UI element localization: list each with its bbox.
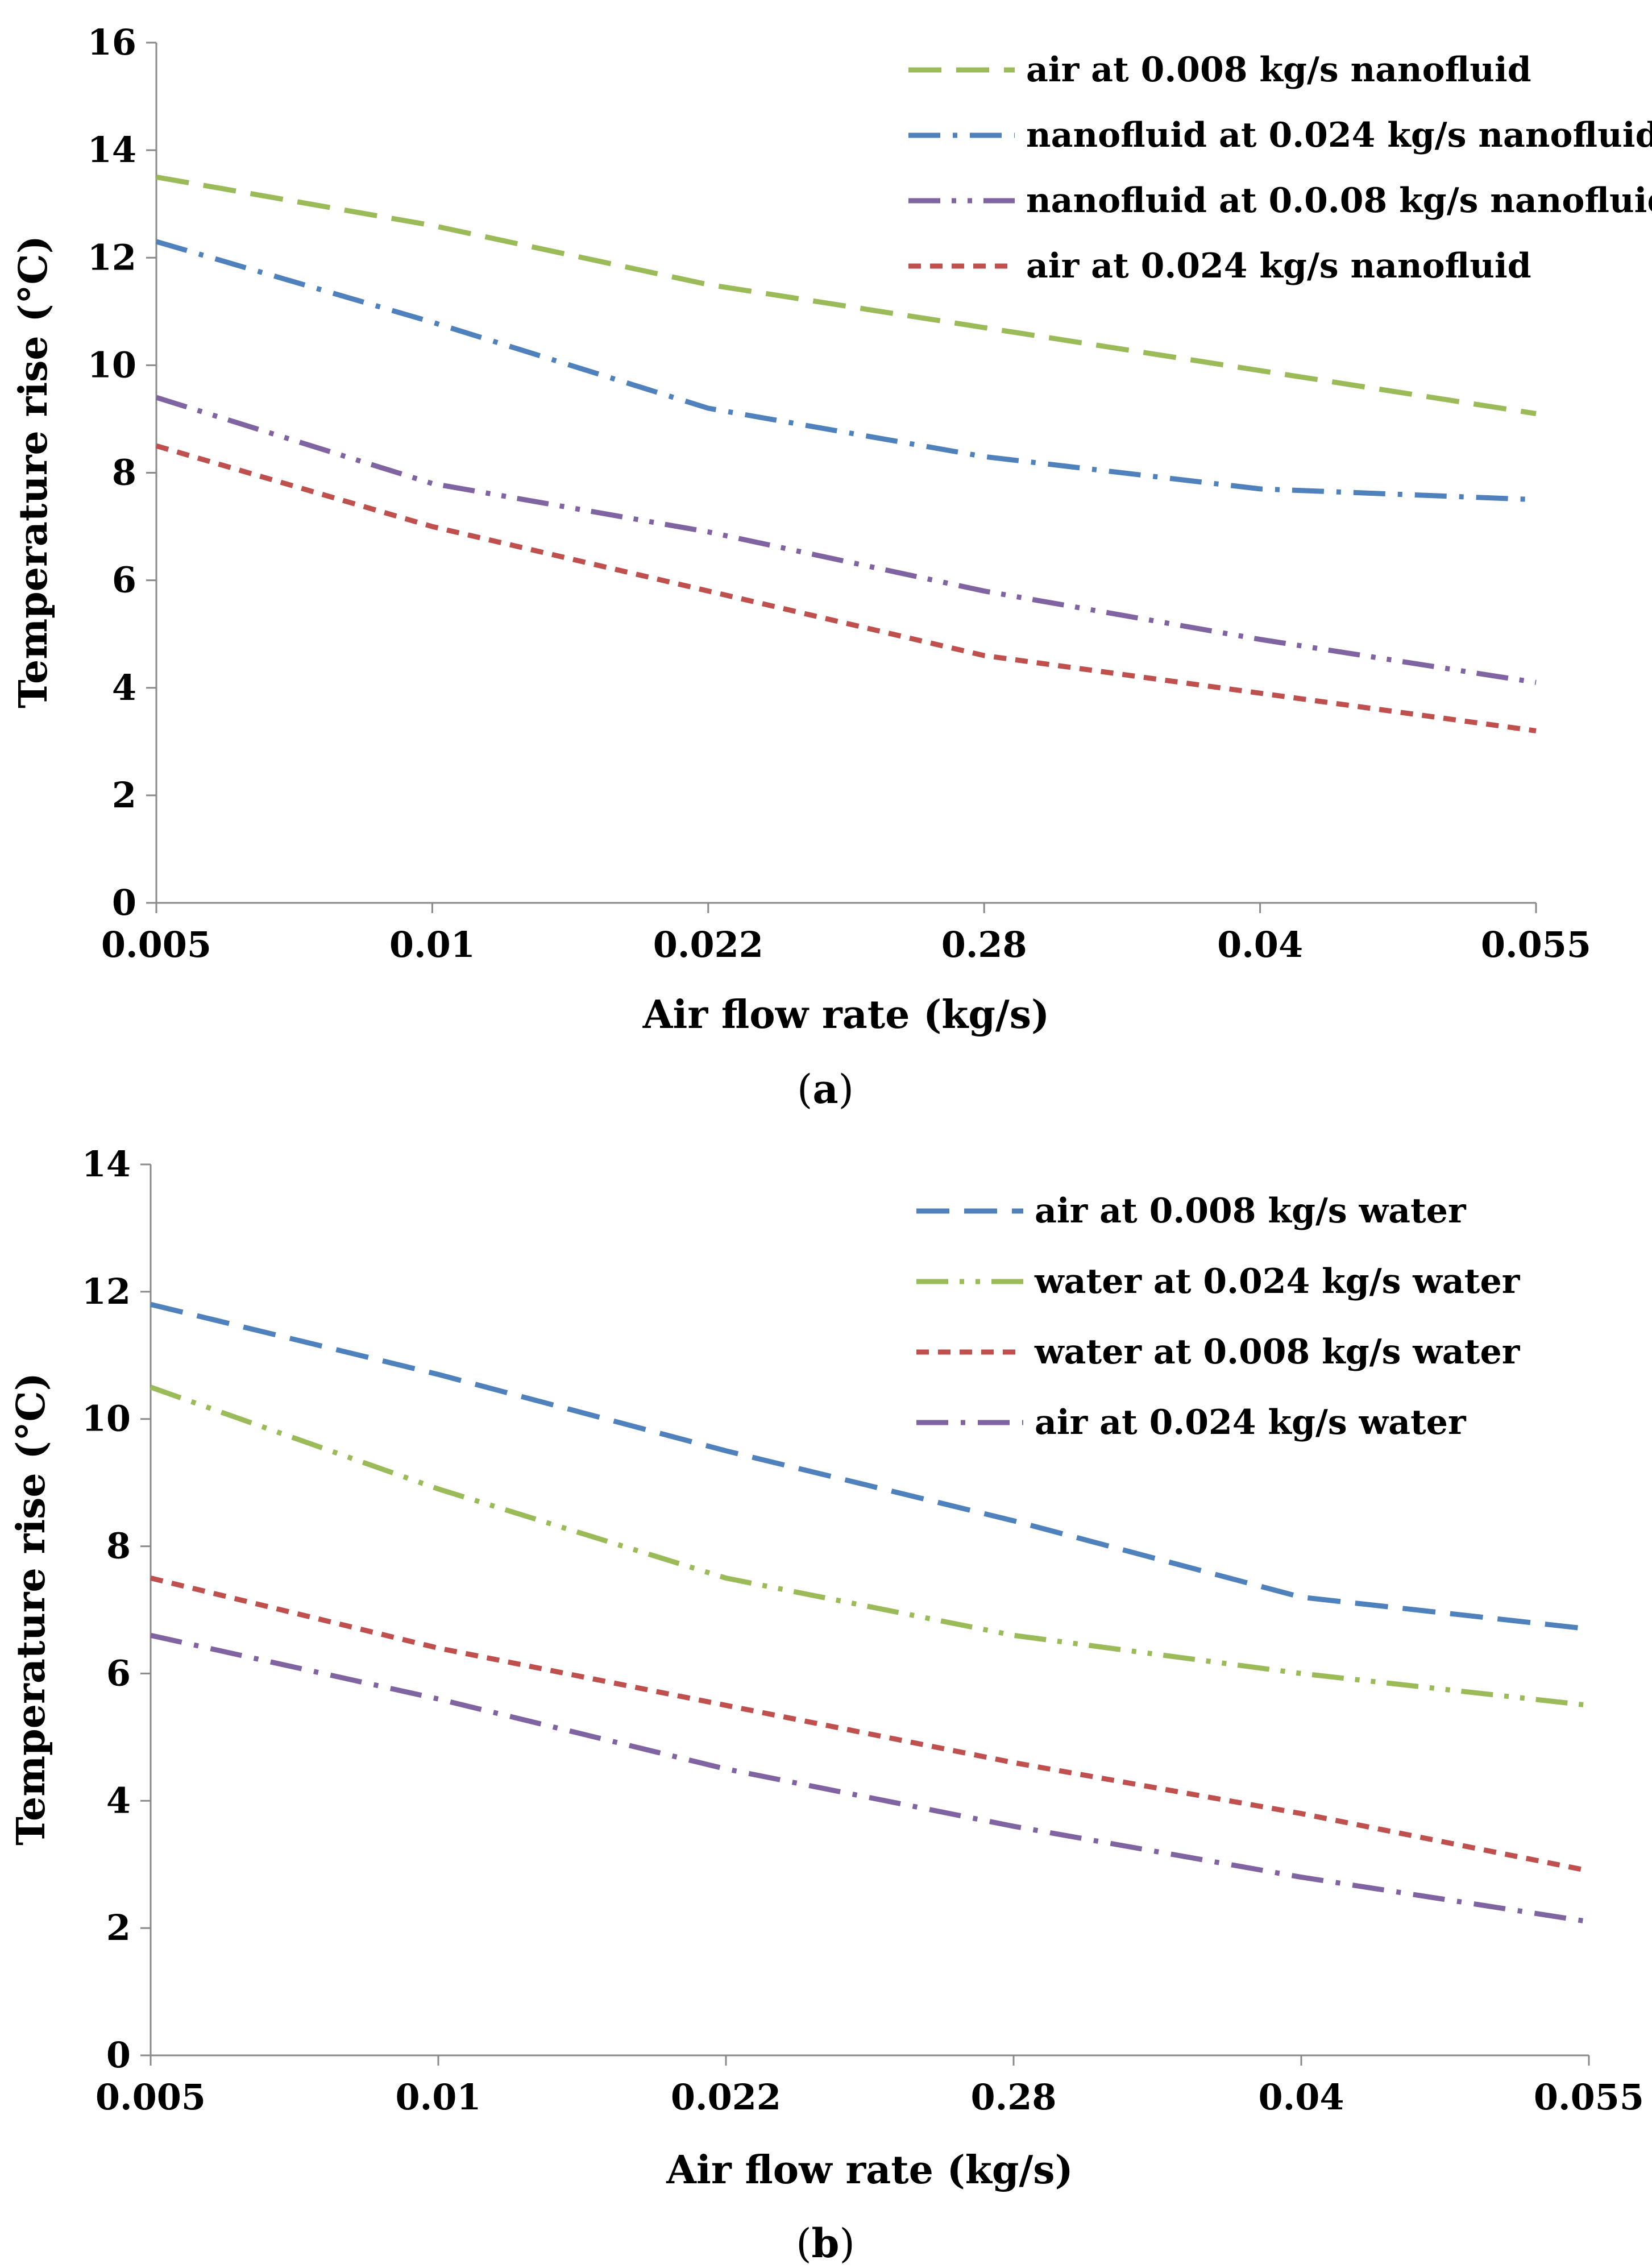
panel-b-caption-close: ) [839, 2220, 854, 2267]
panel-a-series-line-4 [155, 443, 1537, 733]
chart-panel-a: 0 2 4 6 8 10 12 14 16 0.005 0.01 0.022 0.28 0.04 0.055… [11, 22, 1652, 1113]
panel-b-legend-label-3: water at 0.008 kg/s water [1034, 1332, 1521, 1372]
panel-a-legend-label-2: nanofluid at 0.024 kg/s nanofluid [1026, 115, 1652, 155]
panel-a-caption-close: ) [839, 1066, 854, 1113]
panel-a-x-tick-label: 0.28 [941, 924, 1027, 965]
panel-a-y-tick-label: 16 [88, 22, 136, 63]
panel-a-y-tick-label: 0 [112, 882, 136, 923]
panel-b-y-tick-label: 6 [106, 1652, 131, 1694]
panel-a-y-tick-label: 14 [88, 129, 136, 171]
panel-a-caption-letter: a [812, 1065, 838, 1113]
panel-b-series-line-4 [150, 1632, 1589, 1925]
panel-a-y-tick-label: 6 [112, 559, 136, 601]
panel-a-series-line-1 [156, 174, 1537, 416]
panel-b-x-tick-label: 0.28 [970, 2076, 1056, 2118]
panel-a-legend-label-4: air at 0.024 kg/s nanofluid [1026, 246, 1531, 286]
panel-b-x-tick-label: 0.055 [1534, 2076, 1644, 2118]
panel-a-legend-label-3: nanofluid at 0.0.08 kg/s nanofluid [1026, 181, 1652, 221]
panel-a-x-tick-label: 0.055 [1481, 924, 1591, 965]
panel-b-series-line-2 [150, 1384, 1589, 1708]
panel-b-legend-label-2: water at 0.024 kg/s water [1034, 1262, 1521, 1301]
panel-b-caption-open: ( [796, 2220, 811, 2267]
panel-a-y-tick-label: 10 [88, 344, 136, 385]
panel-b-caption-letter: b [812, 2220, 840, 2267]
panel-b-y-tick-label: 0 [106, 2034, 131, 2076]
panel-b-caption: (b) [796, 2220, 855, 2267]
panel-b-y-tick-label: 8 [106, 1525, 131, 1567]
panel-b-x-tick-label: 0.01 [395, 2076, 481, 2118]
panel-a-y-tick-label: 8 [112, 452, 136, 494]
panel-a-caption-open: ( [797, 1066, 812, 1113]
chart-panel-b: 0 2 4 6 8 10 12 14 0.005 0.01 0.022 0.28 0.04 0.055 Ai… [9, 1143, 1644, 2267]
panel-b-legend-label-4: air at 0.024 kg/s water [1035, 1403, 1467, 1442]
panel-a-series-line-2 [155, 239, 1537, 503]
panel-a-y-tick-label: 12 [88, 237, 136, 278]
panel-b-series-line-1 [150, 1301, 1589, 1632]
panel-b-x-axis-title: Air flow rate (kg/s) [666, 2147, 1073, 2193]
panel-b-y-tick-label: 14 [82, 1143, 131, 1185]
panel-b-y-tick-label: 12 [82, 1271, 131, 1312]
panel-a-series-line-3 [155, 395, 1537, 685]
panel-b-y-tick-label: 4 [106, 1780, 131, 1821]
panel-a-y-axis-title: Temperature rise (°C) [11, 235, 56, 708]
panel-b-x-tick-label: 0.04 [1258, 2076, 1344, 2118]
panel-a-caption: (a) [797, 1065, 854, 1113]
panel-a-y-tick-label: 2 [112, 774, 136, 816]
panel-a-y-tick-label: 4 [112, 667, 136, 708]
panel-a-x-tick-label: 0.022 [653, 924, 763, 965]
panel-b-series-line-3 [150, 1575, 1589, 1873]
panel-b-x-tick-label: 0.022 [671, 2076, 781, 2118]
panel-b-x-tick-label: 0.005 [96, 2076, 206, 2118]
panel-a-legend-label-1: air at 0.008 kg/s nanofluid [1026, 50, 1531, 90]
panel-a-x-tick-label: 0.04 [1217, 924, 1303, 965]
panel-b-y-axis-title: Temperature rise (°C) [9, 1373, 54, 1846]
panel-b-y-tick-label: 10 [82, 1398, 131, 1440]
panel-a-x-tick-label: 0.01 [389, 924, 475, 965]
panel-a-x-tick-label: 0.005 [101, 924, 211, 965]
panel-b-legend-label-1: air at 0.008 kg/s water [1035, 1191, 1467, 1231]
panel-a-x-axis-title: Air flow rate (kg/s) [642, 992, 1049, 1038]
panel-b-y-tick-label: 2 [106, 1907, 131, 1948]
